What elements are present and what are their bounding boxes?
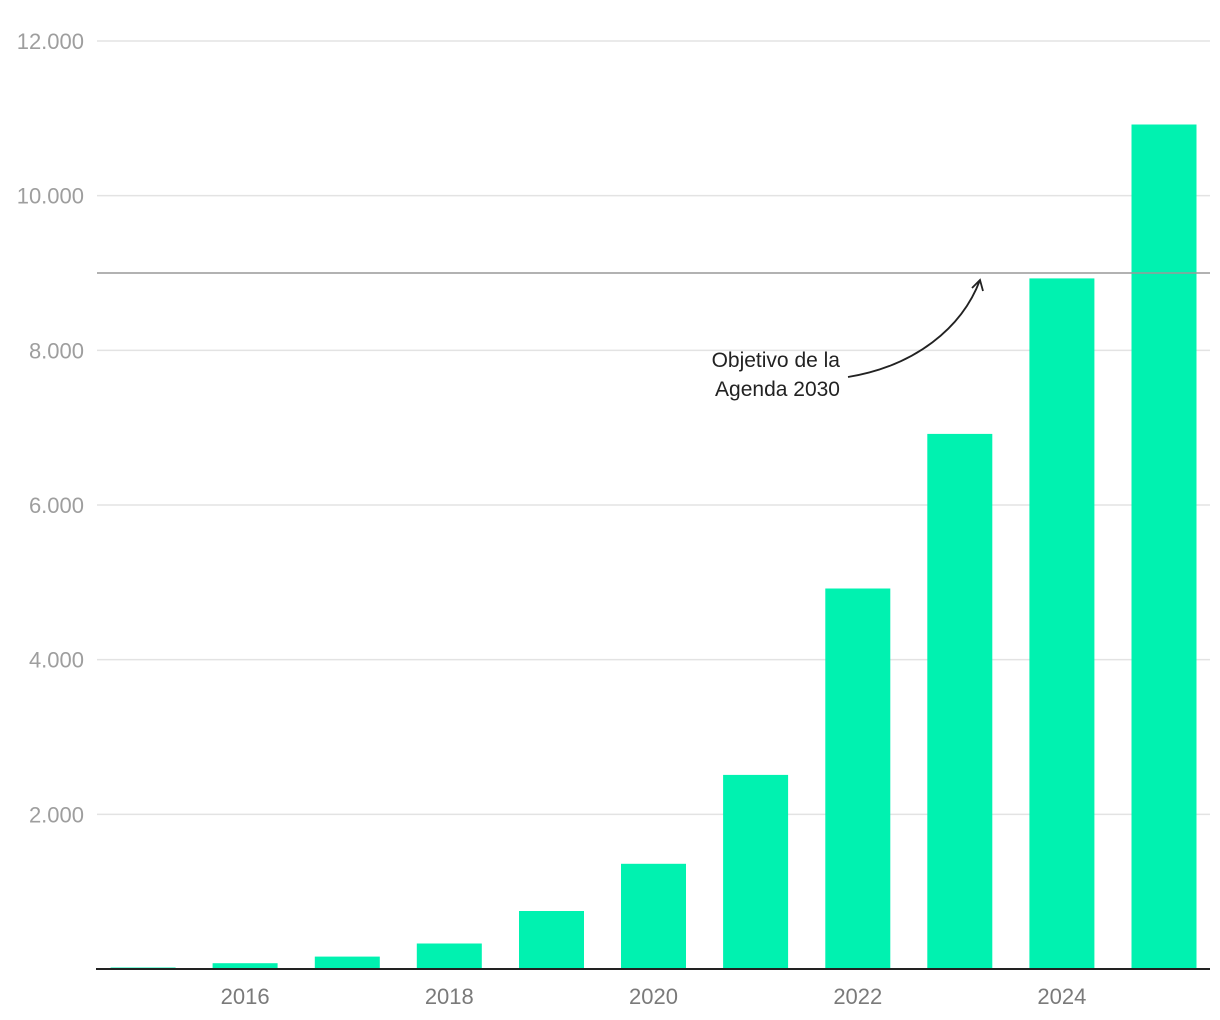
bar-2024 xyxy=(1029,278,1095,969)
y-tick-label: 10.000 xyxy=(17,184,84,209)
annotation-layer: Objetivo de la Agenda 2030 xyxy=(712,278,984,401)
x-tick-label: 2020 xyxy=(629,984,678,1009)
annotation-arrowhead xyxy=(971,278,984,292)
bar-2021 xyxy=(723,774,789,969)
bar-2022 xyxy=(825,588,891,969)
bar-2017 xyxy=(314,956,380,969)
annotation-line-1: Objetivo de la xyxy=(712,349,841,372)
axis-layer: 2.000 4.000 6.000 8.000 10.000 12.000 2016 2018… xyxy=(17,29,1210,1009)
bar-2025 xyxy=(1131,124,1197,969)
y-tick-label: 8.000 xyxy=(29,338,84,363)
x-tick-label: 2016 xyxy=(221,984,270,1009)
x-tick-label: 2018 xyxy=(425,984,474,1009)
bars-layer xyxy=(110,124,1197,969)
annotation-line-2: Agenda 2030 xyxy=(715,378,840,401)
y-tick-label: 12.000 xyxy=(17,29,84,54)
x-tick-label: 2024 xyxy=(1037,984,1086,1009)
bar-2018 xyxy=(416,943,482,969)
y-tick-label: 4.000 xyxy=(29,648,84,673)
y-tick-label: 6.000 xyxy=(29,493,84,518)
bar-2019 xyxy=(519,911,584,969)
grid-layer xyxy=(97,40,1210,816)
bar-2023 xyxy=(927,433,993,969)
bar-2016 xyxy=(212,963,278,969)
bar-2020 xyxy=(621,863,686,969)
x-tick-label: 2022 xyxy=(833,984,882,1009)
annotation-arrow xyxy=(847,279,981,378)
y-tick-label: 2.000 xyxy=(29,802,84,827)
